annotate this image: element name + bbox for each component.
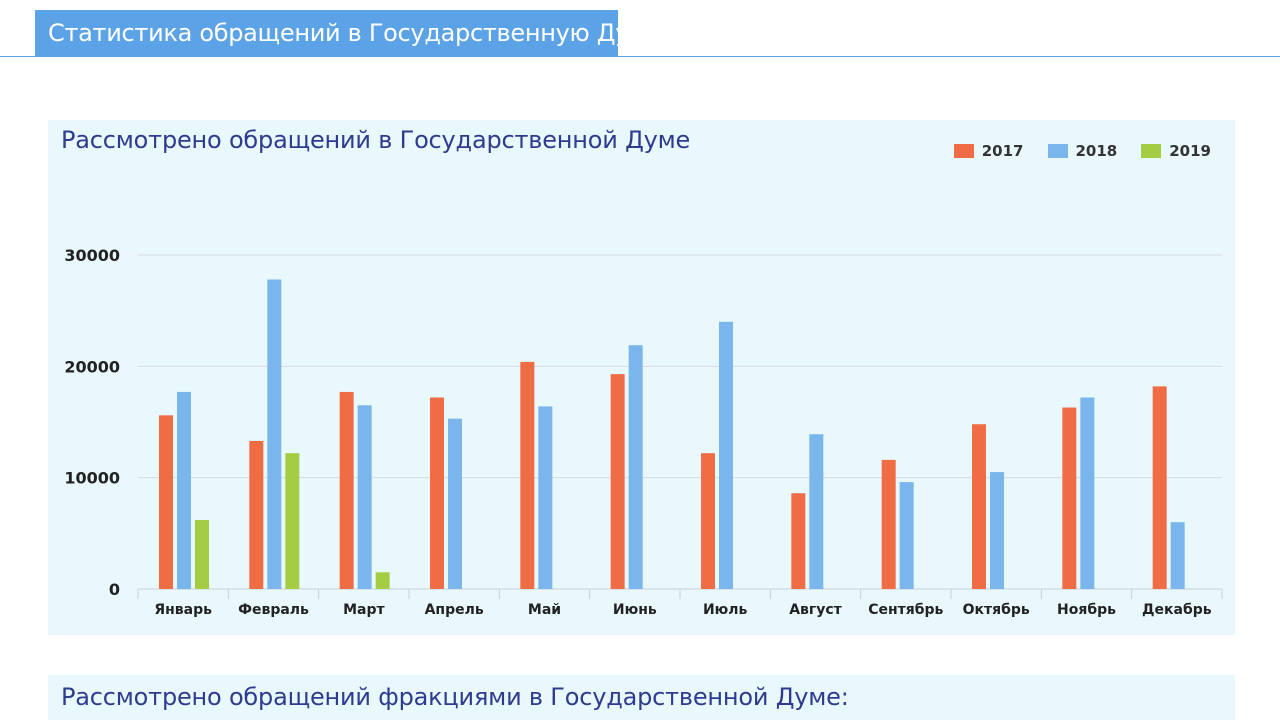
x-tick-label: Май (528, 602, 561, 618)
bar-2017-1 (159, 415, 173, 589)
bar-2018-2 (267, 279, 282, 589)
x-tick-label: Март (343, 602, 385, 618)
bar-2018-6 (628, 345, 643, 589)
factions-panel: Рассмотрено обращений фракциями в Госуда… (48, 675, 1235, 720)
x-tick-label: Октябрь (963, 602, 1030, 618)
bar-2017-5 (520, 361, 535, 589)
bar-2018-4 (448, 418, 462, 589)
bar-2017-7 (701, 453, 715, 589)
legend-label-2019: 2019 (1169, 142, 1211, 160)
chart-legend: 2017 2018 2019 (930, 142, 1211, 160)
bar-2017-11 (1062, 407, 1077, 589)
bar-2018-7 (719, 321, 733, 589)
legend-item-2017: 2017 (953, 142, 1024, 160)
bar-2018-12 (1170, 522, 1185, 589)
bar-2018-3 (357, 405, 372, 589)
bar-2017-8 (791, 493, 806, 589)
bar-2017-6 (610, 374, 625, 589)
x-tick-label: Апрель (425, 602, 484, 618)
legend-item-2019: 2019 (1141, 142, 1211, 160)
bar-2017-2 (249, 440, 264, 589)
y-tick-label: 10000 (64, 469, 120, 488)
bar-2018-9 (899, 482, 914, 589)
page-header: Статистика обращений в Государственную Д… (35, 10, 661, 57)
bar-2019-1 (195, 519, 209, 589)
legend-item-2018: 2018 (1047, 142, 1118, 160)
x-tick-label: Декабрь (1142, 602, 1212, 618)
bar-2017-12 (1152, 386, 1167, 589)
bar-2018-1 (177, 391, 191, 589)
x-tick-label: Июнь (613, 602, 657, 618)
y-tick-label: 20000 (64, 357, 120, 376)
bar-2018-11 (1080, 397, 1095, 589)
bar-2018-10 (990, 472, 1004, 589)
x-tick-label: Июль (703, 602, 748, 618)
chart-title: Рассмотрено обращений в Государственной … (61, 126, 691, 154)
legend-swatch-2019 (1141, 144, 1162, 158)
legend-swatch-2017 (953, 144, 974, 158)
legend-label-2017: 2017 (981, 142, 1024, 160)
bar-2019-2 (285, 453, 300, 589)
x-tick-label: Август (789, 602, 842, 618)
bar-2017-9 (881, 459, 896, 589)
x-tick-label: Сентябрь (868, 602, 943, 618)
bar-2018-8 (809, 434, 824, 589)
bar-chart: 0 10000 20000 30000 Январь Февраль Март Апрель М… (64, 246, 1223, 618)
factions-title: Рассмотрено обращений фракциями в Госуда… (61, 683, 849, 711)
bar-2018-5 (538, 406, 553, 589)
bar-2019-3 (375, 572, 390, 589)
bar-2017-3 (339, 391, 354, 589)
x-tick-label: Февраль (238, 602, 309, 618)
page-title: Статистика обращений в Государственную Д… (48, 19, 661, 47)
bar-2017-10 (972, 424, 986, 589)
legend-label-2018: 2018 (1075, 142, 1118, 160)
x-tick-label: Ноябрь (1057, 602, 1116, 618)
y-tick-label: 30000 (64, 246, 120, 265)
header-divider (0, 56, 1280, 57)
x-tick-label: Январь (154, 602, 212, 618)
legend-swatch-2018 (1047, 144, 1068, 158)
chart-panel: Рассмотрено обращений в Государственной … (48, 120, 1235, 635)
y-tick-label: 0 (109, 580, 120, 599)
bar-2017-4 (430, 397, 444, 589)
